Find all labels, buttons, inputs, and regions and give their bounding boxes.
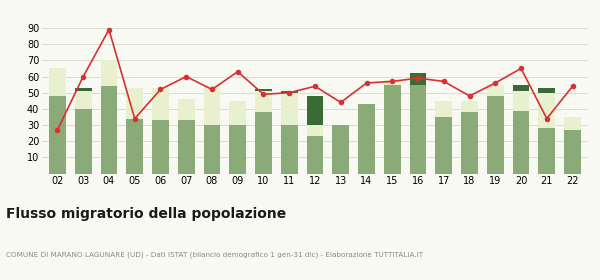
Bar <box>281 91 298 93</box>
Bar <box>487 96 503 174</box>
Text: COMUNE DI MARANO LAGUNARE (UD) - Dati ISTAT (bilancio demografico 1 gen-31 dic) : COMUNE DI MARANO LAGUNARE (UD) - Dati IS… <box>6 252 423 258</box>
Bar <box>487 85 503 96</box>
Bar <box>75 88 92 91</box>
Bar <box>255 91 272 112</box>
Bar <box>384 80 401 85</box>
Bar <box>255 90 272 91</box>
Bar <box>75 91 92 109</box>
Bar <box>332 125 349 174</box>
Bar <box>436 117 452 174</box>
Bar <box>101 86 118 174</box>
Bar <box>281 93 298 125</box>
Bar <box>564 117 581 130</box>
Bar <box>358 104 375 174</box>
Bar <box>152 88 169 120</box>
Bar <box>307 96 323 125</box>
Bar <box>152 120 169 174</box>
Bar <box>178 120 194 174</box>
Bar <box>49 68 66 96</box>
Bar <box>178 99 194 120</box>
Bar <box>255 112 272 174</box>
Bar <box>461 101 478 112</box>
Bar <box>229 101 246 125</box>
Bar <box>512 91 529 111</box>
Bar <box>512 111 529 174</box>
Bar <box>307 136 323 174</box>
Bar <box>75 109 92 174</box>
Bar <box>538 93 555 128</box>
Bar <box>538 128 555 174</box>
Bar <box>461 112 478 174</box>
Bar <box>564 130 581 174</box>
Text: Flusso migratorio della popolazione: Flusso migratorio della popolazione <box>6 207 286 221</box>
Bar <box>410 73 427 85</box>
Bar <box>307 125 323 136</box>
Bar <box>203 125 220 174</box>
Bar <box>538 88 555 93</box>
Bar <box>512 85 529 91</box>
Bar <box>229 125 246 174</box>
Bar <box>127 88 143 119</box>
Bar <box>281 125 298 174</box>
Bar <box>101 60 118 86</box>
Bar <box>384 85 401 174</box>
Bar <box>127 119 143 174</box>
Bar <box>203 86 220 125</box>
Bar <box>410 85 427 174</box>
Bar <box>436 101 452 117</box>
Bar <box>49 96 66 174</box>
